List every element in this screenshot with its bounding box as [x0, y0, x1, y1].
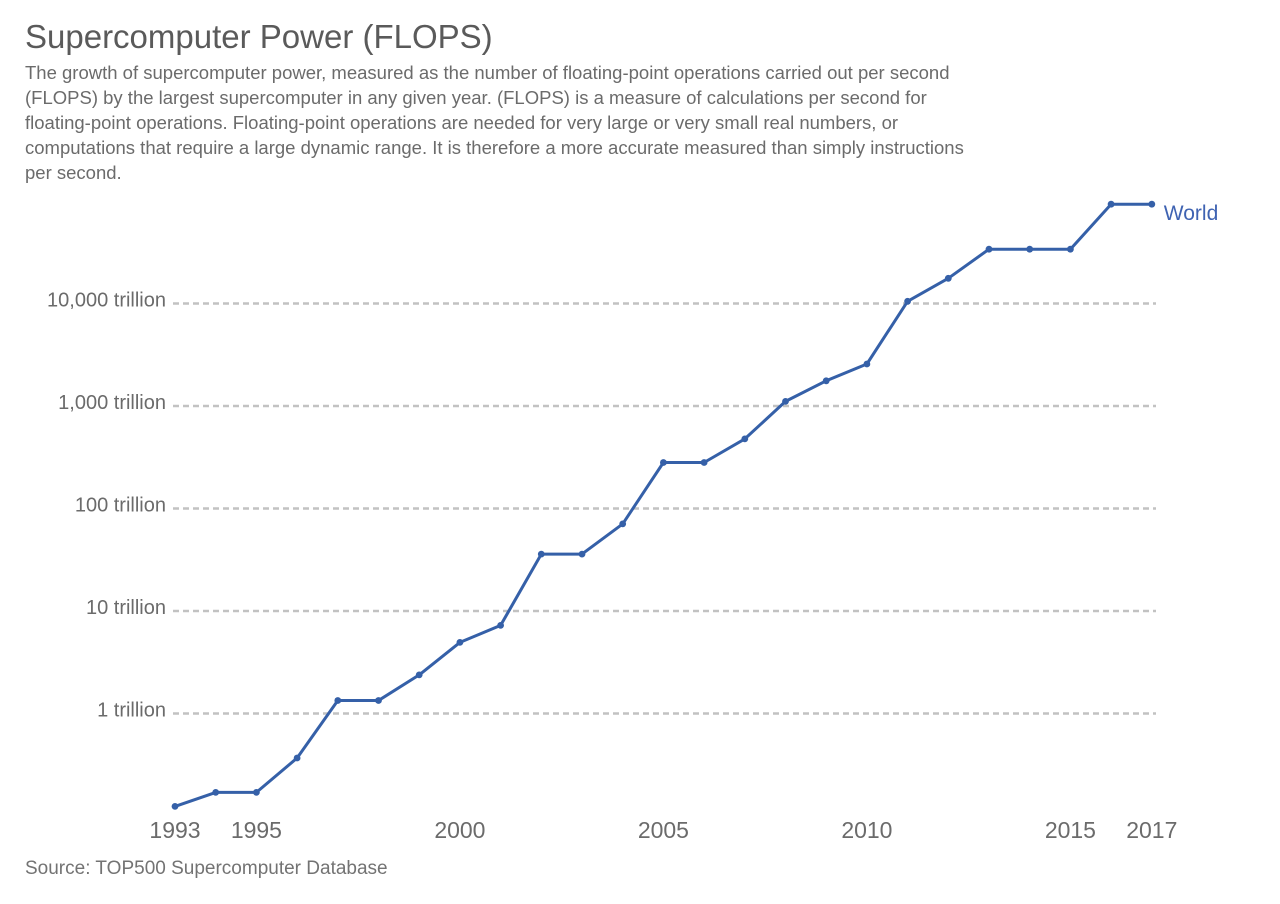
x-axis-label: 2017 [1126, 817, 1177, 843]
y-axis-label: 100 trillion [75, 495, 166, 517]
data-point [863, 360, 871, 368]
series-line [173, 202, 1154, 808]
data-point [171, 803, 179, 810]
data-point [497, 622, 504, 629]
y-axis-label: 10 trillion [86, 597, 166, 619]
data-point [212, 789, 220, 796]
x-axis-label: 2010 [841, 817, 892, 843]
series-label: World [1164, 202, 1218, 225]
data-point [944, 274, 952, 282]
data-point [619, 520, 627, 528]
data-point [1148, 200, 1156, 208]
x-axis-labels-group: 1993 1995 2000 2005 2010 2015 2017 [149, 817, 1177, 843]
y-axis-label: 1,000 trillion [58, 392, 166, 414]
series-group: World [171, 200, 1218, 810]
gridlines-group [173, 302, 1156, 715]
x-axis-label: 1995 [231, 817, 282, 843]
data-point [985, 245, 993, 253]
data-point [700, 459, 708, 466]
data-point [537, 550, 545, 558]
x-axis-label: 2000 [434, 817, 485, 843]
data-point [578, 550, 586, 558]
data-point [741, 435, 749, 443]
x-axis-label: 2015 [1045, 817, 1096, 843]
y-axis-label: 1 trillion [97, 700, 166, 722]
data-point [1107, 200, 1115, 208]
data-point [456, 639, 464, 646]
data-point [253, 789, 260, 796]
chart-subtitle: The growth of supercomputer power, measu… [25, 62, 964, 183]
data-point [904, 297, 911, 305]
x-axis-label: 1993 [149, 817, 200, 843]
data-point [782, 398, 789, 405]
chart-title: Supercomputer Power (FLOPS) [25, 18, 493, 55]
data-point [822, 377, 830, 385]
data-point [1026, 245, 1034, 253]
data-point [375, 697, 382, 704]
x-axis-label: 2005 [638, 817, 689, 843]
data-point [660, 459, 667, 466]
data-point [293, 754, 301, 762]
source-note: Source: TOP500 Supercomputer Database [25, 858, 388, 879]
data-point [415, 671, 423, 679]
data-point [334, 697, 342, 704]
data-point [1067, 245, 1074, 253]
y-axis-label: 10,000 trillion [47, 290, 166, 312]
y-axis-labels-group: 1 trillion 10 trillion 100 trillion 1,000 t… [47, 290, 166, 722]
